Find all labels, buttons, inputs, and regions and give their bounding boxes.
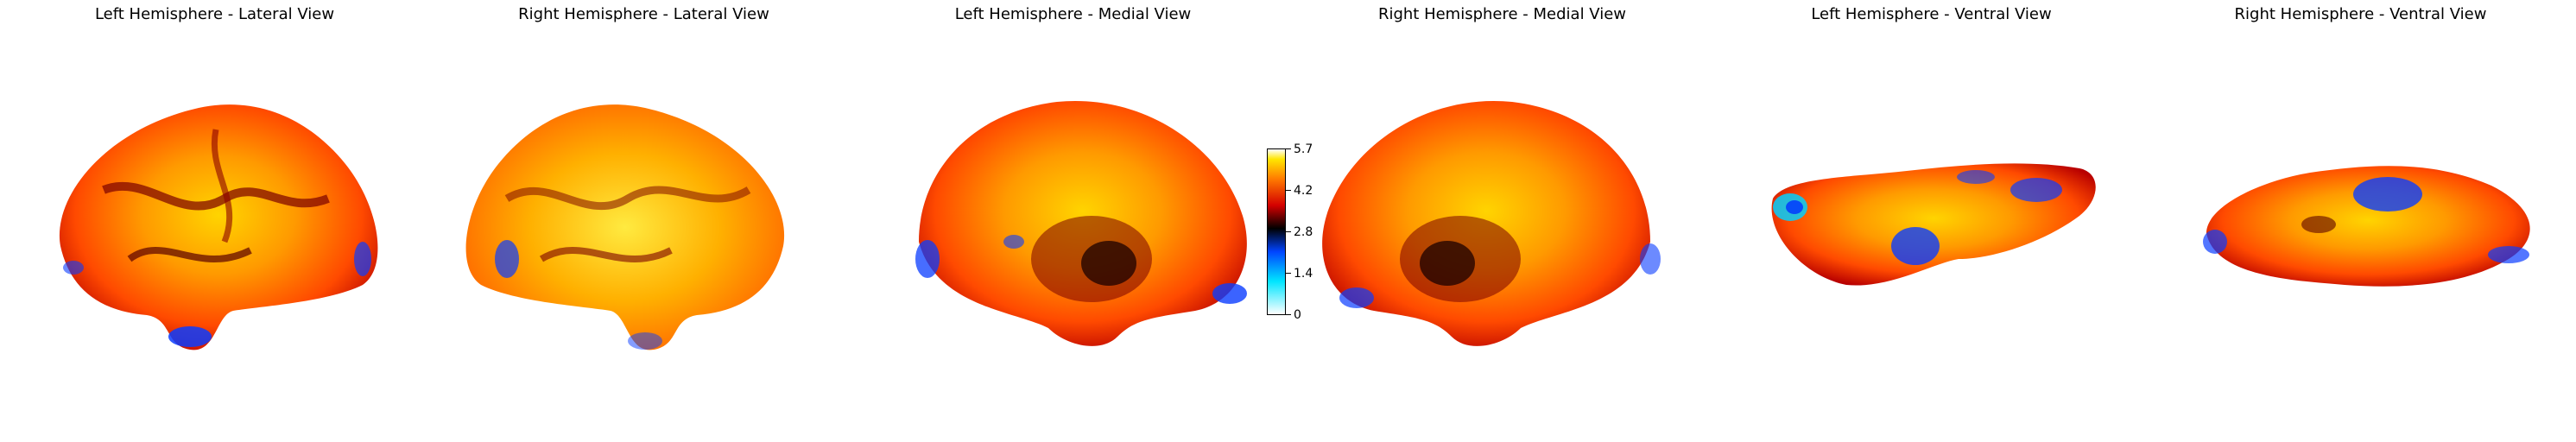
brain-left-medial-render: [915, 100, 1247, 346]
brain-right-medial-render: [1322, 100, 1661, 346]
brain-right-lateral-render: [465, 104, 785, 350]
colorbar-tick-label: 5.7: [1294, 142, 1313, 156]
brain-right-ventral-render: [2203, 166, 2530, 287]
colorbar-tick-label: 1.4: [1294, 267, 1313, 281]
colorbar-tick: [1286, 273, 1291, 274]
colorbar-tick: [1286, 148, 1291, 149]
colorbar-tick-label: 4.2: [1294, 184, 1313, 198]
panel-right-medial: Right Hemisphere - Medial View: [1288, 0, 1717, 442]
colorbar-tick-label: 0: [1294, 308, 1301, 322]
panel-left-ventral: Left Hemisphere - Ventral View: [1717, 0, 2146, 442]
panel-title: Right Hemisphere - Lateral View: [518, 5, 769, 23]
panel-title: Left Hemisphere - Lateral View: [94, 5, 335, 23]
colorbar: [1267, 148, 1286, 315]
brain-left-ventral-render: [1771, 163, 2096, 286]
panel-title: Left Hemisphere - Ventral View: [1811, 5, 2052, 23]
brain-left-lateral-render: [59, 104, 378, 350]
panel-title: Right Hemisphere - Ventral View: [2234, 5, 2487, 23]
colorbar-tick: [1286, 314, 1291, 315]
panel-left-lateral: Left Hemisphere - Lateral View: [0, 0, 429, 442]
colorbar-tick-label: 2.8: [1294, 225, 1313, 239]
panel-title: Left Hemisphere - Medial View: [954, 5, 1192, 23]
panel-right-ventral: Right Hemisphere - Ventral View: [2146, 0, 2575, 442]
panel-title: Right Hemisphere - Medial View: [1377, 5, 1627, 23]
panel-right-lateral: Right Hemisphere - Lateral View: [429, 0, 858, 442]
colorbar-tick: [1286, 231, 1291, 232]
panel-left-medial: Left Hemisphere - Medial View: [858, 0, 1288, 442]
colorbar-tick: [1286, 190, 1291, 191]
